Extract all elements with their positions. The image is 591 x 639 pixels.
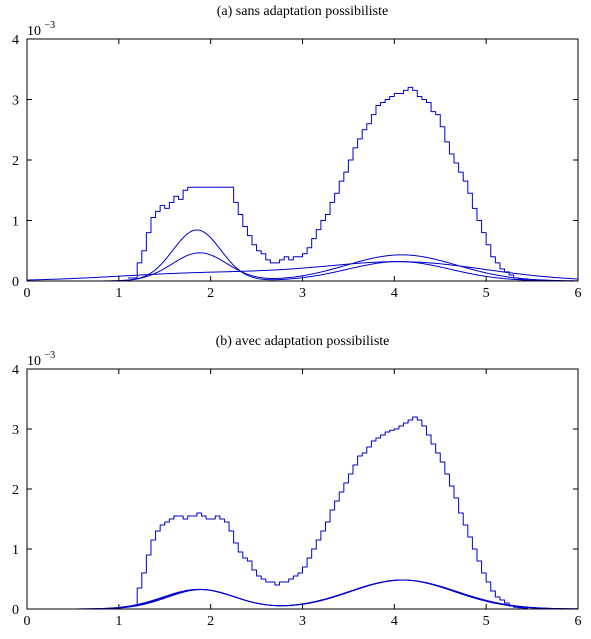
chart-panel-b: (b) avec adaptation possibiliste 10 −3 0… [12, 334, 582, 629]
plot-area: 0 1 2 3 4 5 6 0 1 2 3 4 [12, 33, 582, 301]
x-tick-label: 2 [207, 286, 214, 301]
y-multiplier-exponent: −3 [45, 350, 56, 361]
x-tick-label: 3 [299, 286, 306, 301]
y-tick-label: 2 [12, 154, 19, 169]
series-line-histogram [132, 416, 533, 609]
x-tick-label: 4 [391, 286, 398, 301]
y-multiplier-exponent: −3 [45, 20, 56, 31]
x-tick-label: 0 [24, 614, 31, 629]
chart-panel-a: (a) sans adaptation possibiliste 10 −3 0… [12, 4, 582, 301]
y-tick-label: 0 [12, 603, 19, 618]
y-tick-label: 4 [12, 363, 19, 378]
x-tick-label: 5 [483, 286, 490, 301]
series-group [27, 86, 578, 281]
y-tick-label: 1 [12, 543, 19, 558]
y-tick-label: 1 [12, 215, 19, 230]
x-tick-label: 4 [391, 614, 398, 629]
y-tick-label: 0 [12, 275, 19, 290]
y-multiplier-base: 10 [27, 354, 41, 369]
series-group [27, 416, 578, 609]
y-multiplier-label: 10 −3 [27, 20, 55, 39]
x-tick-label: 5 [483, 614, 490, 629]
x-tick-label: 0 [24, 286, 31, 301]
chart-title: (a) sans adaptation possibiliste [217, 4, 388, 19]
y-multiplier-label: 10 −3 [27, 350, 55, 369]
x-tick-label: 6 [575, 286, 582, 301]
chart-title: (b) avec adaptation possibiliste [216, 334, 390, 349]
series-line-histogram [128, 86, 533, 281]
axes-frame [26, 38, 579, 282]
y-tick-label: 3 [12, 423, 19, 438]
y-tick-label: 4 [12, 33, 19, 48]
y-multiplier-base: 10 [27, 24, 41, 39]
x-tick-label: 6 [575, 614, 582, 629]
x-tick-label: 2 [207, 614, 214, 629]
x-tick-label: 1 [115, 286, 122, 301]
x-tick-label: 3 [299, 614, 306, 629]
x-tick-label: 1 [115, 614, 122, 629]
y-tick-label: 2 [12, 483, 19, 498]
y-tick-label: 3 [12, 94, 19, 109]
plot-area: 0 1 2 3 4 5 6 0 1 2 3 4 [12, 363, 582, 629]
